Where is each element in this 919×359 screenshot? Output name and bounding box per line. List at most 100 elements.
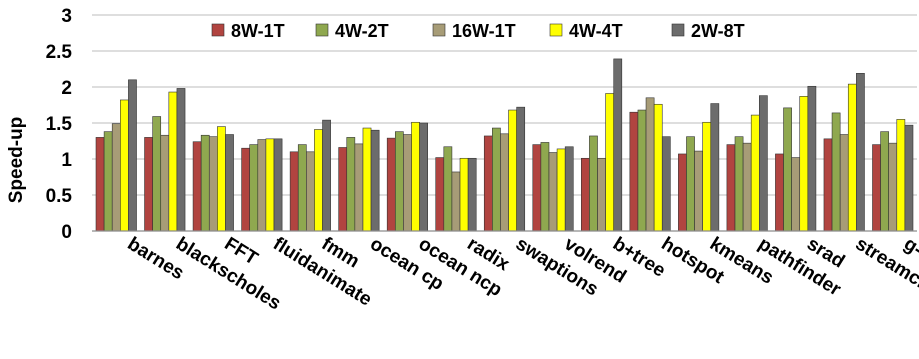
bar-16w-1t-volrend <box>548 152 558 232</box>
bar-2w-8t-radix <box>467 157 477 232</box>
bar-16w-1t-g-mean <box>888 142 898 232</box>
bar-2w-8t-fmm <box>322 119 331 232</box>
bar-8w-1t-g-mean <box>872 144 881 232</box>
bar-8w-1t-blackscholes <box>144 137 153 232</box>
bar-4w-4t-streamcluster <box>847 83 857 232</box>
bar-16w-1t-fluidanimate <box>257 139 267 232</box>
legend: 8W-1T 4W-2T 16W-1T 4W-4T 2W-8T <box>211 21 745 41</box>
legend-swatch <box>432 23 446 37</box>
bar-2w-8t-g-mean <box>904 124 914 232</box>
bar-8w-1t-radix <box>435 157 445 232</box>
y-axis-title: Speed-up <box>6 117 27 204</box>
y-tick-label: 2 <box>61 78 72 99</box>
bar-2w-8t-swaptions <box>516 106 526 232</box>
bar-2w-8t-pathfinder <box>758 95 768 232</box>
bar-2w-8t-ocean-cp <box>370 129 380 232</box>
bar-2w-8t-blackscholes <box>176 88 186 232</box>
legend-swatch <box>315 23 329 37</box>
bar-8w-1t-b-tree <box>581 157 590 232</box>
y-tick-label: 2.5 <box>46 42 73 63</box>
bar-8w-1t-ocean-cp <box>338 147 348 232</box>
legend-label: 4W-4T <box>569 21 623 41</box>
bar-4w-4t-ocean-ncp <box>411 121 420 232</box>
bar-16w-1t-pathfinder <box>742 142 752 232</box>
y-tick-label: 1 <box>61 150 72 171</box>
bar-4w-4t-pathfinder <box>750 114 760 232</box>
bar-16w-1t-kmeans <box>694 150 703 232</box>
bar-2w-8t-srad <box>807 85 817 232</box>
bar-16w-1t-b-tree <box>597 157 606 232</box>
bar-16w-1t-fft <box>208 136 218 232</box>
legend-label: 8W-1T <box>231 21 285 41</box>
bar-4w-2t-ocean-cp <box>346 137 356 232</box>
bar-4w-2t-pathfinder <box>734 136 744 232</box>
bar-8w-1t-hotspot <box>629 111 639 232</box>
bar-16w-1t-streamcluster <box>839 134 849 232</box>
bar-16w-1t-ocean-cp <box>354 143 364 232</box>
bar-2w-8t-fft <box>225 134 234 232</box>
bar-4w-2t-g-mean <box>880 131 889 232</box>
bar-4w-2t-volrend <box>540 142 550 232</box>
bar-4w-4t-radix <box>459 157 469 232</box>
bar-8w-1t-barnes <box>95 137 105 232</box>
bar-16w-1t-barnes <box>111 123 121 232</box>
bar-16w-1t-fmm <box>306 151 315 232</box>
bar-4w-2t-blackscholes <box>152 116 162 232</box>
bar-4w-4t-fluidanimate <box>265 138 275 232</box>
legend-label: 2W-8T <box>691 21 745 41</box>
y-tick-labels: 0 0.5 1 1.5 2 2.5 3 <box>46 6 73 243</box>
bar-4w-2t-fluidanimate <box>249 144 259 232</box>
bar-4w-2t-barnes <box>103 131 113 232</box>
bars <box>95 58 914 232</box>
bar-4w-4t-fft <box>217 126 226 232</box>
y-tick-label: 0 <box>61 222 72 243</box>
y-tick-label: 0.5 <box>46 186 73 207</box>
bar-4w-4t-barnes <box>120 99 129 232</box>
bar-4w-2t-swaptions <box>492 127 501 232</box>
bar-8w-1t-fluidanimate <box>241 147 251 232</box>
bar-16w-1t-swaptions <box>500 133 509 232</box>
bar-8w-1t-pathfinder <box>726 144 736 232</box>
legend-label: 16W-1T <box>452 21 516 41</box>
bar-8w-1t-volrend <box>532 144 542 232</box>
bar-16w-1t-blackscholes <box>160 134 170 232</box>
bar-4w-2t-kmeans <box>686 136 695 232</box>
bar-4w-2t-b-tree <box>589 135 598 232</box>
bar-2w-8t-hotspot <box>661 136 671 232</box>
legend-swatch <box>549 23 563 37</box>
bar-2w-8t-kmeans <box>710 103 720 232</box>
bar-16w-1t-srad <box>791 157 801 232</box>
bar-8w-1t-srad <box>775 153 784 232</box>
bar-4w-4t-volrend <box>556 148 566 232</box>
bar-16w-1t-ocean-ncp <box>403 134 412 232</box>
bar-4w-4t-fmm <box>314 129 323 232</box>
bar-4w-2t-radix <box>443 146 453 232</box>
bar-4w-4t-hotspot <box>653 103 663 232</box>
bar-2w-8t-b-tree <box>613 58 623 232</box>
bar-4w-2t-ocean-ncp <box>394 131 404 232</box>
bar-4w-4t-kmeans <box>702 121 712 232</box>
bar-4w-2t-fmm <box>297 144 307 232</box>
bar-8w-1t-fft <box>192 141 202 232</box>
bar-4w-2t-hotspot <box>637 109 647 232</box>
bar-4w-4t-b-tree <box>605 93 615 232</box>
bar-4w-2t-fft <box>200 134 210 232</box>
legend-swatch <box>671 23 685 37</box>
bar-8w-1t-streamcluster <box>823 138 833 232</box>
bar-16w-1t-hotspot <box>645 97 655 232</box>
bar-8w-1t-kmeans <box>678 153 687 232</box>
legend-swatch <box>211 23 225 37</box>
y-tick-label: 3 <box>61 6 72 27</box>
bar-16w-1t-radix <box>451 171 461 232</box>
legend-label: 4W-2T <box>335 21 389 41</box>
bar-2w-8t-volrend <box>564 146 574 232</box>
bar-4w-4t-blackscholes <box>168 91 178 232</box>
bar-4w-4t-ocean-cp <box>362 127 372 232</box>
bar-4w-2t-streamcluster <box>831 112 841 232</box>
bar-4w-2t-srad <box>783 107 792 232</box>
bar-2w-8t-ocean-ncp <box>419 122 428 232</box>
bar-4w-4t-srad <box>799 96 809 232</box>
